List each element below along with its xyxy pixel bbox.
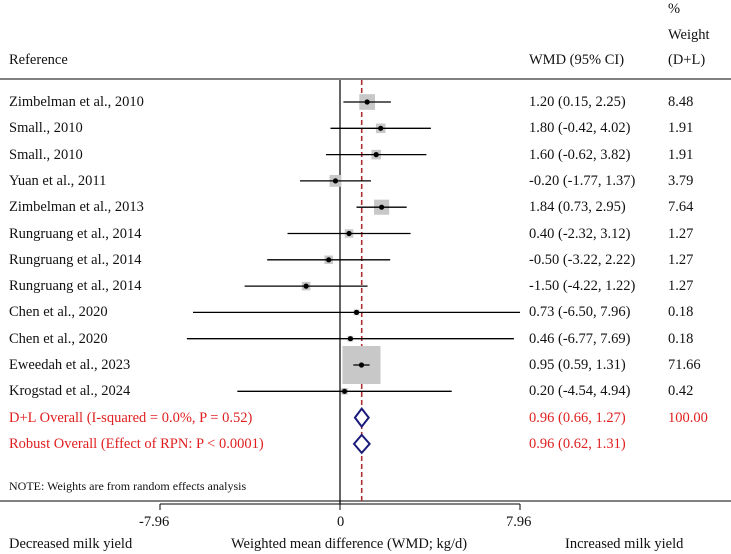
- study-weight-text: 1.91: [668, 146, 694, 163]
- header-reference: Reference: [9, 52, 68, 68]
- study-weight-text: 8.48: [668, 94, 694, 110]
- study-reference-label: Small., 2010: [9, 120, 83, 137]
- header-weight-percent: %: [668, 1, 681, 17]
- study-weight-text: 0.18: [668, 330, 694, 347]
- study-reference-label: Rungruang et al., 2014: [9, 225, 142, 242]
- study-ci-text: 1.60 (-0.62, 3.82): [529, 146, 631, 163]
- study-point: [326, 257, 332, 263]
- study-ci-text: 0.20 (-4.54, 4.94): [529, 383, 631, 400]
- study-point: [332, 178, 339, 184]
- study-reference-label: Small., 2010: [9, 146, 83, 163]
- study-ci-text: 0.40 (-2.32, 3.12): [529, 225, 631, 242]
- study-point: [358, 362, 365, 368]
- study-reference-label: Chen et al., 2020: [9, 304, 108, 321]
- study-reference-label: Yuan et al., 2011: [9, 172, 107, 189]
- study-weight-text: 0.18: [668, 304, 694, 321]
- x-tick-label-zero: 0: [337, 514, 345, 530]
- study-ci-text: 0.73 (-6.50, 7.96): [529, 304, 631, 321]
- study-weight-text: 3.79: [668, 172, 694, 189]
- study-weight-text: 1.91: [668, 120, 694, 137]
- study-point: [373, 152, 379, 158]
- overall-ci-text: 0.96 (0.62, 1.31): [529, 435, 626, 452]
- x-axis-title: Weighted mean difference (WMD; kg/d): [231, 536, 468, 552]
- study-ci-text: -0.50 (-3.22, 2.22): [529, 251, 636, 268]
- study-reference-label: Krogstad et al., 2024: [9, 383, 131, 400]
- overall-diamond: [352, 433, 371, 455]
- study-point: [353, 309, 360, 315]
- study-weight-text: 1.27: [668, 251, 694, 268]
- study-ci-text: -0.20 (-1.77, 1.37): [529, 172, 636, 189]
- study-reference-label: Zimbelman et al., 2013: [9, 199, 144, 216]
- overall-label: Robust Overall (Effect of RPN: P < 0.000…: [9, 435, 264, 452]
- study-reference-label: Rungruang et al., 2014: [9, 251, 142, 268]
- x-axis-left-label: Decreased milk yield: [9, 536, 133, 552]
- study-ci-text: 1.20 (0.15, 2.25): [529, 94, 626, 110]
- study-reference-label: Rungruang et al., 2014: [9, 278, 142, 295]
- study-weight-text: 71.66: [668, 357, 701, 373]
- overall-label: D+L Overall (I-squared = 0.0%, P = 0.52): [9, 409, 253, 426]
- study-ci-text: 0.95 (0.59, 1.31): [529, 357, 626, 373]
- x-tick-label-min: -7.96: [139, 514, 170, 530]
- study-ci-text: 1.80 (-0.42, 4.02): [529, 120, 631, 137]
- study-point: [347, 336, 354, 342]
- study-point: [341, 388, 348, 394]
- study-point: [303, 283, 309, 289]
- overall-diamond: [353, 406, 370, 429]
- overall-weight-text: 100.00: [668, 409, 708, 426]
- study-point: [346, 230, 352, 237]
- study-reference-label: Zimbelman et al., 2010: [9, 94, 144, 110]
- study-weight-text: 1.27: [668, 278, 694, 295]
- study-ci-text: 1.84 (0.73, 2.95): [529, 199, 626, 216]
- study-weight-text: 7.64: [668, 199, 694, 216]
- footnote: NOTE: Weights are from random effects an…: [9, 479, 247, 493]
- header-weight: Weight: [668, 27, 710, 43]
- study-point: [379, 204, 385, 210]
- x-axis-right-label: Increased milk yield: [565, 536, 684, 552]
- study-reference-label: Eweedah et al., 2023: [9, 357, 131, 373]
- header-weight-method: (D+L): [668, 52, 706, 68]
- header-wmd: WMD (95% CI): [529, 52, 625, 68]
- study-weight-text: 1.27: [668, 225, 694, 242]
- study-reference-label: Chen et al., 2020: [9, 330, 108, 347]
- study-weight-text: 0.42: [668, 383, 694, 400]
- study-point: [364, 99, 370, 105]
- study-ci-text: -1.50 (-4.22, 1.22): [529, 278, 636, 295]
- study-point: [378, 125, 384, 131]
- overall-ci-text: 0.96 (0.66, 1.27): [529, 409, 626, 426]
- x-tick-label-max: 7.96: [506, 514, 532, 530]
- study-ci-text: 0.46 (-6.77, 7.69): [529, 330, 631, 347]
